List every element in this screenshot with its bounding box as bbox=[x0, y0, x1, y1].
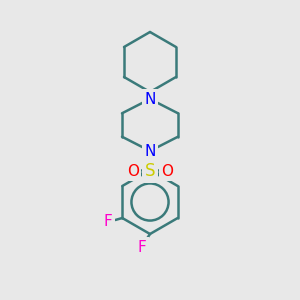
Text: F: F bbox=[104, 214, 113, 229]
Text: F: F bbox=[138, 239, 146, 254]
Text: S: S bbox=[145, 162, 155, 180]
Text: O: O bbox=[161, 164, 173, 178]
Text: N: N bbox=[144, 92, 156, 106]
Text: N: N bbox=[144, 143, 156, 158]
Text: O: O bbox=[127, 164, 139, 178]
